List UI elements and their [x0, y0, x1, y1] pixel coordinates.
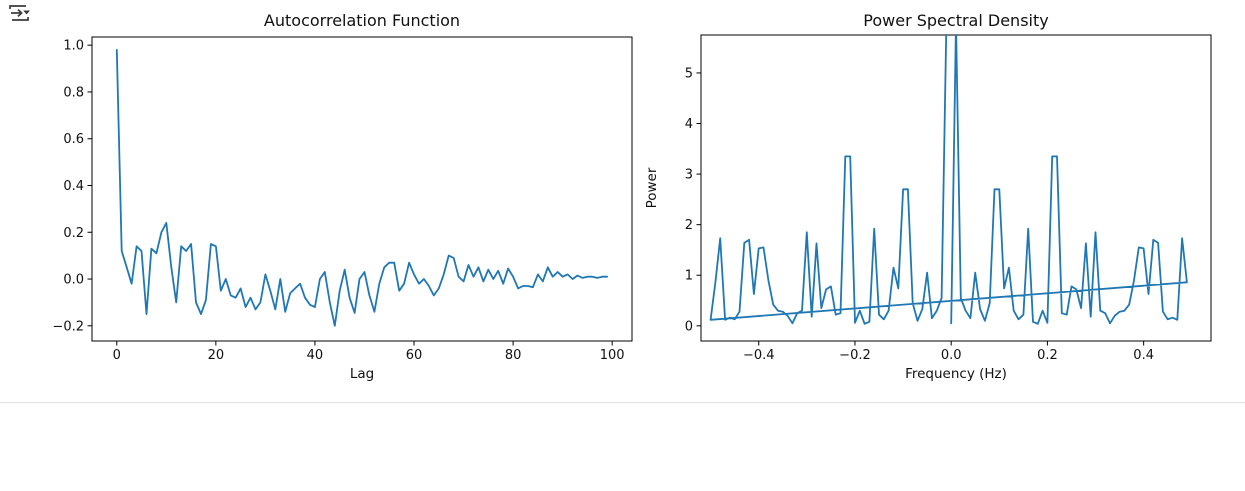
psd-xtick-label: 0.2 — [1037, 348, 1058, 363]
acf-chart-title: Autocorrelation Function — [263, 11, 461, 30]
acf-xtick-label: 80 — [505, 348, 522, 363]
acf-ytick-label: 0.4 — [63, 179, 84, 194]
psd-yaxis-label: Power — [644, 167, 660, 209]
psd-xtick-label: −0.2 — [839, 348, 871, 363]
psd-plot: −0.4 −0.2 0.0 0.2 0.4 0 1 2 3 4 5 — [685, 34, 1212, 363]
acf-line — [115, 49, 609, 327]
psd-ytick-label: 2 — [685, 218, 693, 233]
psd-xtick-label: 0.4 — [1133, 348, 1154, 363]
matplotlib-figure: 0 20 40 60 80 100 1.0 0.8 0.6 0.4 0.2 0.0 −0.2 −0.4 −0… — [52, 11, 1212, 382]
psd-xaxis-label: Frequency (Hz) — [905, 366, 1007, 382]
psd-xtick-label: −0.4 — [743, 348, 775, 363]
cell-output-divider — [0, 402, 1245, 403]
acf-xtick-label: 0 — [113, 348, 121, 363]
acf-ytick-label: −0.2 — [52, 319, 84, 334]
psd-axes-box — [700, 34, 1212, 342]
acf-ytick-label: 0.0 — [63, 273, 84, 288]
acf-xaxis-label: Lag — [349, 366, 375, 382]
psd-ytick-label: 3 — [685, 168, 693, 183]
acf-xtick-label: 60 — [406, 348, 423, 363]
acf-xtick-label: 20 — [208, 348, 225, 363]
acf-axes-box — [91, 36, 633, 342]
acf-xtick-label: 40 — [307, 348, 324, 363]
acf-plot: 0 20 40 60 80 100 1.0 0.8 0.6 0.4 0.2 0.0 −0.2 — [52, 36, 633, 363]
acf-ytick-label: 0.6 — [63, 132, 84, 147]
acf-ytick-label: 0.8 — [63, 85, 84, 100]
execute-cell-dropdown-icon[interactable] — [7, 3, 33, 25]
acf-xtick-label: 100 — [600, 348, 625, 363]
acf-ytick-label: 1.0 — [63, 39, 84, 54]
psd-ytick-label: 1 — [685, 269, 693, 284]
psd-ytick-label: 5 — [685, 66, 693, 81]
psd-ytick-label: 4 — [685, 117, 693, 132]
execute-cell-dropdown-glyph — [9, 5, 30, 21]
psd-xtick-label: 0.0 — [941, 348, 962, 363]
psd-ytick-label: 0 — [685, 319, 693, 334]
psd-line — [709, 35, 1188, 325]
psd-chart-title: Power Spectral Density — [863, 11, 1049, 30]
acf-ytick-label: 0.2 — [63, 226, 84, 241]
